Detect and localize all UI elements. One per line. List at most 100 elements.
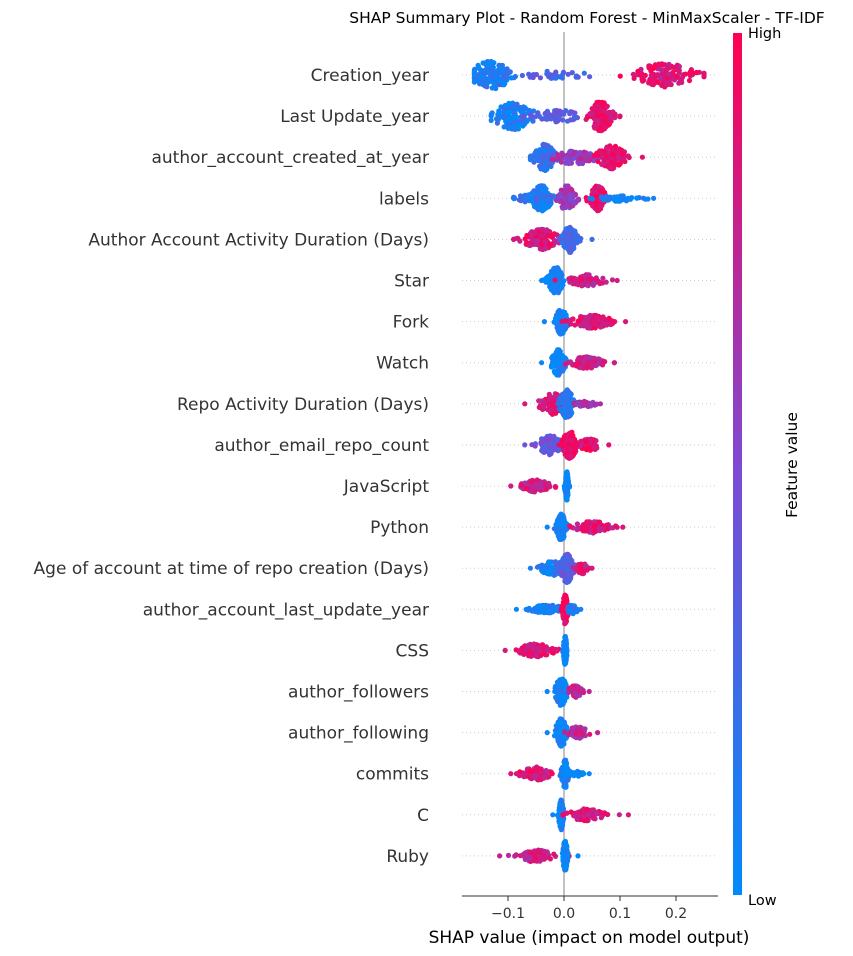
- shap-point: [574, 727, 581, 733]
- shap-point: [666, 71, 672, 77]
- shap-point: [598, 203, 604, 209]
- shap-point: [589, 359, 595, 366]
- feature-points: [544, 511, 626, 543]
- shap-point: [562, 784, 569, 790]
- shap-point: [565, 71, 571, 77]
- shap-point: [593, 811, 599, 817]
- shap-point: [536, 157, 542, 163]
- shap-point: [578, 561, 584, 567]
- shap-point: [621, 155, 627, 161]
- shap-point: [586, 325, 592, 331]
- shap-point: [505, 852, 512, 859]
- feature-points: [539, 265, 620, 296]
- shap-point: [554, 436, 561, 442]
- shap-point: [588, 111, 594, 117]
- shap-point: [512, 73, 519, 80]
- shap-point: [578, 606, 584, 612]
- shap-point: [585, 272, 591, 278]
- shap-point: [593, 276, 599, 282]
- shap-point: [557, 237, 563, 243]
- shap-point: [548, 435, 554, 441]
- shap-point: [544, 730, 550, 736]
- shap-point: [546, 278, 552, 285]
- shap-point: [529, 643, 535, 649]
- shap-point: [631, 75, 637, 81]
- shap-point: [545, 274, 551, 280]
- shap-point: [579, 568, 586, 574]
- shap-point: [620, 524, 626, 530]
- shap-point: [554, 648, 560, 654]
- shap-point: [597, 401, 604, 407]
- shap-point: [591, 444, 597, 451]
- shap-point: [534, 199, 540, 206]
- shap-point: [532, 855, 538, 861]
- shap-point: [513, 606, 520, 612]
- shap-point: [551, 359, 557, 365]
- shap-point: [555, 734, 561, 741]
- shap-point: [509, 125, 515, 131]
- shap-point: [591, 523, 598, 529]
- shap-point: [518, 482, 524, 488]
- shap-point: [561, 639, 567, 645]
- shap-point: [552, 526, 558, 532]
- shap-point: [568, 686, 574, 692]
- feature-points: [508, 757, 592, 790]
- shap-point: [486, 63, 492, 69]
- shap-point: [541, 848, 548, 854]
- shap-point: [548, 116, 554, 122]
- shap-point: [610, 109, 616, 115]
- shap-point: [559, 72, 566, 78]
- shap-point: [530, 191, 536, 197]
- row-guides: [462, 74, 716, 857]
- shap-point: [666, 61, 672, 67]
- shap-point: [529, 236, 536, 242]
- shap-point: [507, 109, 513, 115]
- shap-point: [556, 447, 562, 453]
- shap-point: [597, 125, 603, 131]
- feature-points: [527, 551, 595, 586]
- shap-point: [596, 519, 603, 525]
- shap-point: [520, 113, 526, 119]
- shap-point: [568, 109, 574, 115]
- shap-point: [562, 634, 568, 640]
- shap-point: [560, 555, 567, 561]
- shap-point: [539, 446, 545, 453]
- shap-point: [544, 609, 550, 615]
- shap-point: [557, 724, 564, 731]
- shap-point: [493, 74, 499, 80]
- shap-point: [557, 559, 563, 565]
- shap-point: [600, 362, 606, 368]
- shap-point: [543, 854, 549, 860]
- shap-point: [562, 361, 569, 367]
- shap-point: [555, 519, 561, 525]
- shap-point: [567, 317, 574, 323]
- shap-point: [556, 688, 563, 694]
- shap-point: [567, 359, 573, 365]
- shap-point: [562, 404, 568, 411]
- feature-points: [513, 592, 584, 627]
- shap-point: [503, 123, 509, 130]
- shap-point: [663, 80, 669, 86]
- shap-point: [538, 183, 544, 189]
- shap-point: [587, 355, 594, 361]
- shap-point: [565, 555, 571, 561]
- shap-point: [564, 444, 570, 450]
- shap-point: [553, 370, 559, 376]
- shap-point: [524, 239, 530, 245]
- shap-point: [547, 112, 553, 118]
- shap-point: [595, 361, 601, 367]
- shap-point: [567, 483, 573, 489]
- shap-point: [559, 740, 565, 746]
- feature-points: [508, 469, 573, 503]
- shap-point: [664, 75, 671, 81]
- shap-point: [591, 519, 597, 525]
- shap-point: [556, 719, 562, 726]
- shap-point: [521, 651, 527, 658]
- shap-point: [604, 146, 610, 152]
- shap-point: [587, 731, 593, 737]
- shap-point: [548, 603, 555, 610]
- shap-point: [541, 404, 547, 410]
- shap-point: [571, 155, 577, 161]
- shap-point: [481, 69, 487, 76]
- shap-point: [532, 114, 538, 120]
